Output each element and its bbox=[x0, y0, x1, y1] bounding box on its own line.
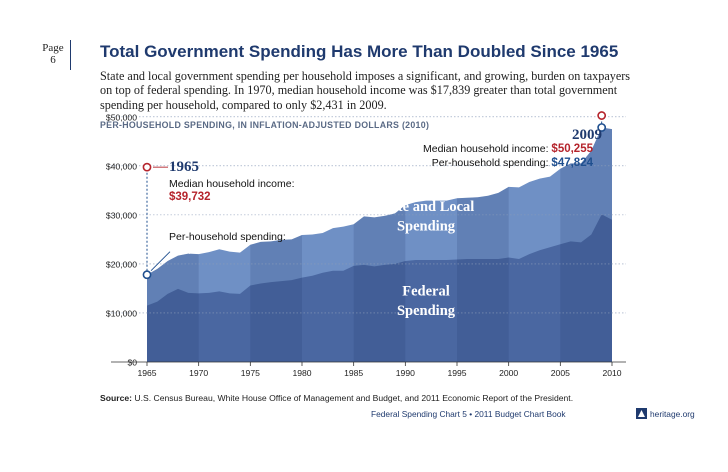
source-label: Source: bbox=[100, 393, 132, 403]
year-band bbox=[560, 127, 612, 362]
x-tick-label: 2010 bbox=[602, 368, 621, 378]
heritage-logo-icon bbox=[636, 408, 647, 419]
page-label: Page bbox=[42, 42, 64, 54]
spending-1965-marker bbox=[142, 270, 152, 280]
spending-2009-value: $47,824 bbox=[551, 157, 593, 169]
x-tick-label: 1980 bbox=[292, 368, 311, 378]
x-tick-label: 1965 bbox=[137, 368, 156, 378]
chart-subtitle: State and local government spending per … bbox=[100, 69, 631, 112]
income-1965-label: Median household income: bbox=[169, 178, 295, 190]
y-tick-label: $50,000 bbox=[106, 112, 137, 122]
footer-site[interactable]: heritage.org bbox=[650, 409, 695, 419]
source-text: U.S. Census Bureau, White House Office o… bbox=[134, 393, 574, 403]
y-tick-label: $20,000 bbox=[106, 259, 137, 269]
chart-title: Total Government Spending Has More Than … bbox=[100, 42, 619, 61]
chart-units-label: PER-HOUSEHOLD SPENDING, IN INFLATION-ADJ… bbox=[100, 120, 430, 130]
year-1965-label: 1965 bbox=[169, 159, 199, 175]
spending-1965-label: Per-household spending: bbox=[169, 231, 286, 243]
federal-label-line2: Spending bbox=[397, 303, 456, 319]
year-2009-label: 2009 bbox=[572, 127, 602, 143]
y-tick-label: $40,000 bbox=[106, 161, 137, 171]
federal-area bbox=[147, 214, 612, 362]
income-1965-marker bbox=[142, 162, 152, 172]
x-tick-label: 2000 bbox=[499, 368, 518, 378]
state-local-label-line2: Spending bbox=[397, 219, 456, 235]
x-tick-label: 1985 bbox=[344, 368, 363, 378]
spending-1965-leader bbox=[150, 251, 171, 272]
y-tick-label: $30,000 bbox=[106, 210, 137, 220]
spending-2009-marker bbox=[597, 123, 607, 132]
x-tick-label: 2005 bbox=[551, 368, 570, 378]
income-2009-value: $50,255 bbox=[551, 143, 593, 155]
income-1965-value: $39,732 bbox=[169, 191, 211, 203]
state-local-label: State and Local bbox=[378, 199, 475, 215]
footer-credit: Federal Spending Chart 5 • 2011 Budget C… bbox=[371, 409, 566, 419]
spending-1965-value: $21,893 bbox=[169, 243, 211, 255]
x-tick-label: 1990 bbox=[396, 368, 415, 378]
x-tick-label: 1995 bbox=[447, 368, 466, 378]
spending-2009-label: Per-household spending: $47,824 bbox=[432, 157, 594, 169]
page-indicator: Page 6 bbox=[40, 42, 66, 66]
page-number: 6 bbox=[50, 54, 56, 66]
y-tick-label: $10,000 bbox=[106, 308, 137, 318]
x-tick-label: 1975 bbox=[241, 368, 260, 378]
y-tick-label: $0 bbox=[127, 358, 137, 368]
income-2009-label: Median household income: $50,255 bbox=[423, 143, 594, 155]
income-2009-marker bbox=[597, 111, 607, 120]
page-divider bbox=[70, 40, 71, 70]
source-note: Source: U.S. Census Bureau, White House … bbox=[100, 393, 573, 403]
x-tick-label: 1970 bbox=[189, 368, 208, 378]
federal-label: Federal bbox=[402, 283, 450, 299]
